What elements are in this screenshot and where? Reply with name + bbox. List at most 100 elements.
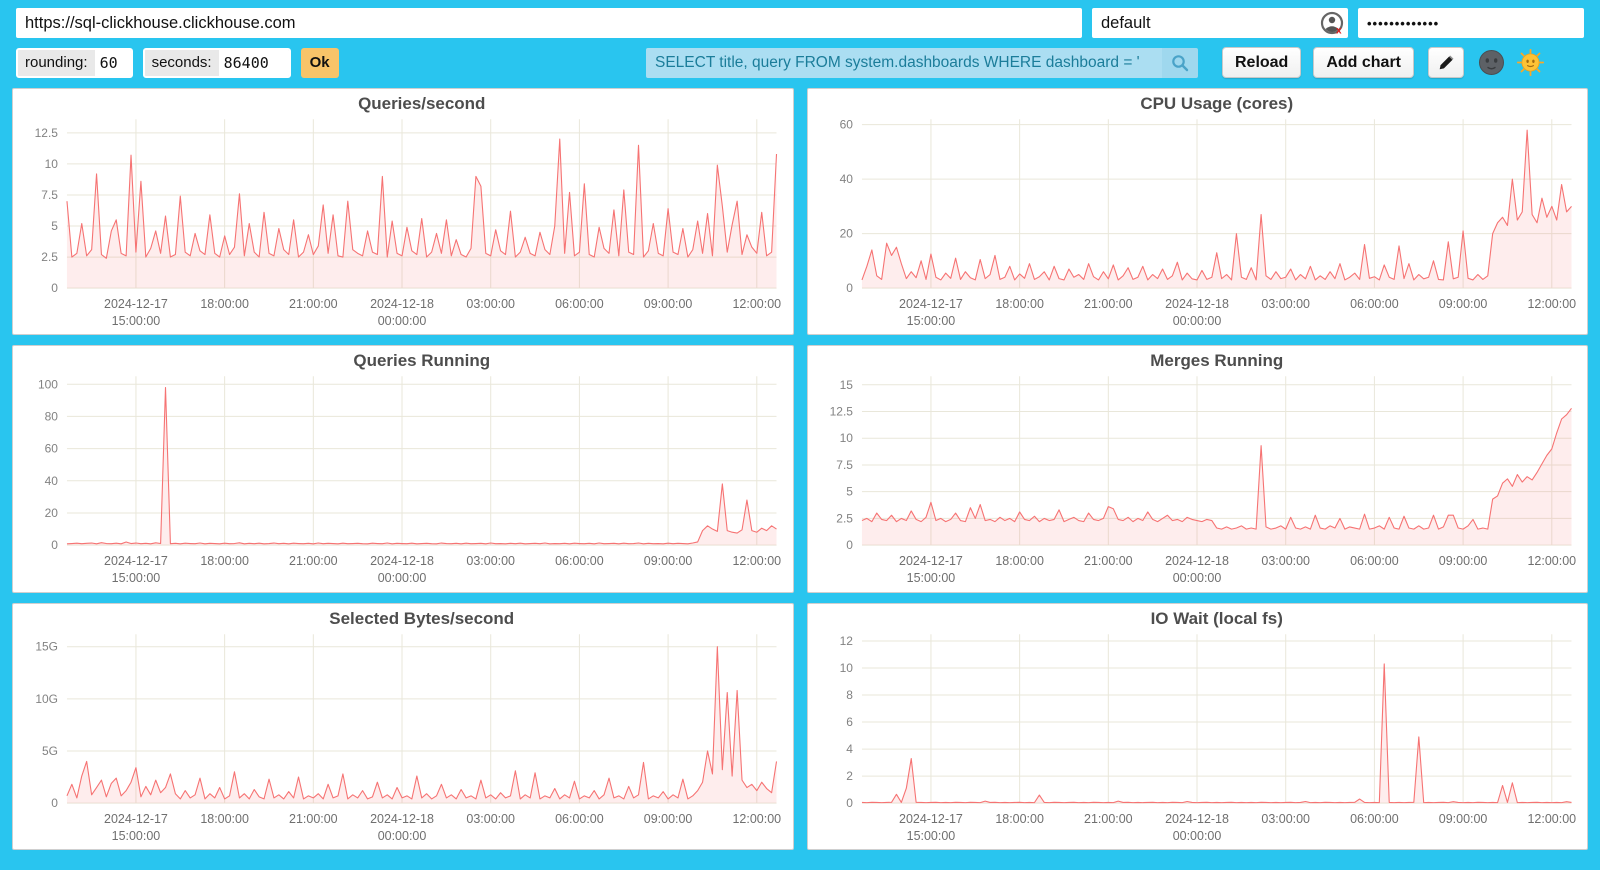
- svg-text:80: 80: [45, 410, 59, 424]
- svg-text:21:00:00: 21:00:00: [1084, 297, 1133, 311]
- rounding-label: rounding:: [18, 49, 95, 76]
- svg-text:09:00:00: 09:00:00: [644, 554, 693, 568]
- svg-text:18:00:00: 18:00:00: [200, 554, 249, 568]
- user-input[interactable]: [1092, 8, 1348, 38]
- svg-text:12:00:00: 12:00:00: [732, 812, 781, 826]
- svg-text:03:00:00: 03:00:00: [466, 812, 515, 826]
- run-query-button[interactable]: [1161, 47, 1198, 78]
- chart-panel-queries-per-second: 0 2.5 5 7.5 10 12.5 2024-12-17 15:00:00 18:00:00…: [12, 88, 794, 336]
- svg-text:Merges Running: Merges Running: [1150, 352, 1283, 371]
- svg-text:21:00:00: 21:00:00: [289, 812, 338, 826]
- svg-text:10: 10: [45, 157, 59, 171]
- svg-text:12:00:00: 12:00:00: [732, 554, 781, 568]
- svg-text:12:00:00: 12:00:00: [1527, 297, 1576, 311]
- svg-text:2024-12-17: 2024-12-17: [104, 554, 168, 568]
- chart-selected-bytes-per-second[interactable]: 0 5G 10G 15G 2024-12-17 15:00:00 18:00:00 21:00…: [13, 604, 793, 849]
- theme-light-toggle[interactable]: [1516, 48, 1545, 77]
- svg-text:2.5: 2.5: [41, 250, 58, 264]
- svg-text:0: 0: [846, 796, 853, 810]
- svg-text:15:00:00: 15:00:00: [906, 314, 955, 328]
- password-input[interactable]: [1358, 8, 1584, 38]
- svg-text:00:00:00: 00:00:00: [1172, 314, 1221, 328]
- svg-text:7.5: 7.5: [836, 458, 853, 472]
- seconds-label: seconds:: [144, 49, 219, 76]
- svg-text:15: 15: [839, 378, 853, 392]
- password-manager-icon[interactable]: x: [1320, 11, 1344, 35]
- svg-text:15:00:00: 15:00:00: [906, 829, 955, 843]
- rounding-field: rounding:: [16, 47, 133, 78]
- chart-cpu-usage[interactable]: 0 20 40 60 2024-12-17 15:00:00 18:00:00 21:00:0…: [808, 89, 1588, 334]
- svg-text:x: x: [1336, 26, 1342, 36]
- svg-text:00:00:00: 00:00:00: [378, 829, 427, 843]
- svg-text:0: 0: [846, 538, 853, 552]
- url-input[interactable]: [16, 8, 1082, 38]
- svg-text:2024-12-17: 2024-12-17: [899, 297, 963, 311]
- svg-text:CPU Usage (cores): CPU Usage (cores): [1140, 94, 1293, 113]
- svg-text:Queries Running: Queries Running: [353, 352, 490, 371]
- svg-text:0: 0: [51, 281, 58, 295]
- ok-button[interactable]: Ok: [300, 47, 339, 78]
- svg-text:12.5: 12.5: [35, 126, 59, 140]
- charts-grid: 0 2.5 5 7.5 10 12.5 2024-12-17 15:00:00 18:00:00…: [0, 78, 1600, 862]
- dashboard-query-input[interactable]: [645, 47, 1162, 78]
- svg-text:18:00:00: 18:00:00: [200, 812, 249, 826]
- svg-text:06:00:00: 06:00:00: [555, 812, 604, 826]
- svg-text:00:00:00: 00:00:00: [378, 571, 427, 585]
- svg-text:12.5: 12.5: [829, 405, 853, 419]
- svg-text:40: 40: [45, 474, 59, 488]
- svg-text:20: 20: [45, 506, 59, 520]
- svg-text:06:00:00: 06:00:00: [1350, 297, 1399, 311]
- rounding-input[interactable]: [94, 49, 131, 76]
- svg-text:03:00:00: 03:00:00: [466, 554, 515, 568]
- svg-text:12:00:00: 12:00:00: [1527, 554, 1576, 568]
- svg-text:09:00:00: 09:00:00: [1438, 297, 1487, 311]
- svg-text:40: 40: [839, 172, 853, 186]
- chart-panel-cpu-usage: 0 20 40 60 2024-12-17 15:00:00 18:00:00 21:00:0…: [806, 88, 1588, 336]
- svg-text:0: 0: [51, 538, 58, 552]
- svg-text:2024-12-18: 2024-12-18: [1165, 812, 1229, 826]
- svg-text:0: 0: [51, 796, 58, 810]
- svg-text:15:00:00: 15:00:00: [112, 314, 161, 328]
- add-chart-button[interactable]: Add chart: [1313, 47, 1414, 78]
- svg-text:2.5: 2.5: [836, 512, 853, 526]
- seconds-input[interactable]: [218, 49, 289, 76]
- chart-panel-selected-bytes: 0 5G 10G 15G 2024-12-17 15:00:00 18:00:00 21:00…: [12, 602, 794, 850]
- svg-text:10: 10: [839, 432, 853, 446]
- svg-text:6: 6: [846, 715, 853, 729]
- connection-bar: x: [0, 0, 1600, 38]
- svg-text:21:00:00: 21:00:00: [289, 297, 338, 311]
- seconds-field: seconds:: [142, 47, 291, 78]
- svg-text:4: 4: [846, 742, 853, 756]
- svg-text:2: 2: [846, 769, 853, 783]
- chart-queries-running[interactable]: 0 20 40 60 80 100 2024-12-17 15:00:00 18:00:00 21…: [13, 346, 793, 591]
- svg-text:09:00:00: 09:00:00: [644, 297, 693, 311]
- svg-text:2024-12-17: 2024-12-17: [899, 554, 963, 568]
- svg-text:18:00:00: 18:00:00: [995, 812, 1044, 826]
- svg-text:03:00:00: 03:00:00: [466, 297, 515, 311]
- svg-text:2024-12-17: 2024-12-17: [899, 812, 963, 826]
- svg-text:IO Wait (local fs): IO Wait (local fs): [1150, 609, 1282, 628]
- svg-text:100: 100: [38, 378, 58, 392]
- svg-text:5G: 5G: [42, 744, 58, 758]
- svg-text:18:00:00: 18:00:00: [995, 554, 1044, 568]
- chart-queries-per-second[interactable]: 0 2.5 5 7.5 10 12.5 2024-12-17 15:00:00 18:00:00…: [13, 89, 793, 334]
- svg-text:15G: 15G: [35, 639, 58, 653]
- svg-text:10G: 10G: [35, 692, 58, 706]
- theme-dark-toggle[interactable]: [1478, 49, 1505, 76]
- svg-text:5: 5: [51, 219, 58, 233]
- chart-io-wait-local-fs[interactable]: 0 2 4 6 8 10 12 2024-12-17 15:00:00 18:00:00 21:00…: [808, 604, 1588, 849]
- svg-text:18:00:00: 18:00:00: [200, 297, 249, 311]
- reload-button[interactable]: Reload: [1221, 47, 1302, 78]
- svg-text:21:00:00: 21:00:00: [1084, 554, 1133, 568]
- svg-text:60: 60: [839, 118, 853, 132]
- dark-moon-face-icon: [1479, 50, 1504, 75]
- svg-text:09:00:00: 09:00:00: [1438, 554, 1487, 568]
- svg-text:12: 12: [839, 634, 853, 648]
- svg-text:2024-12-18: 2024-12-18: [1165, 554, 1229, 568]
- query-group: [645, 47, 1198, 78]
- svg-text:2024-12-18: 2024-12-18: [370, 812, 434, 826]
- svg-text:06:00:00: 06:00:00: [555, 297, 604, 311]
- edit-dashboard-button[interactable]: [1428, 47, 1464, 78]
- pencil-icon: [1439, 55, 1454, 69]
- chart-merges-running[interactable]: 0 2.5 5 7.5 10 12.5 15 2024-12-17 15:00:00 18:00:…: [808, 346, 1588, 591]
